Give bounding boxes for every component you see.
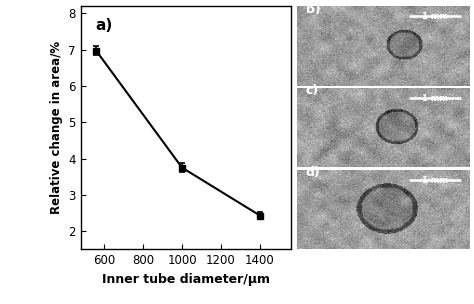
Text: 1 mm: 1 mm [422,176,448,185]
Text: b): b) [306,3,320,16]
Y-axis label: Relative change in area/%: Relative change in area/% [50,41,63,214]
Text: a): a) [95,18,112,33]
Text: c): c) [306,85,319,98]
X-axis label: Inner tube diameter/μm: Inner tube diameter/μm [102,273,270,286]
Text: 1 mm: 1 mm [422,12,448,21]
Text: d): d) [306,166,320,179]
Text: 1 mm: 1 mm [422,94,448,103]
